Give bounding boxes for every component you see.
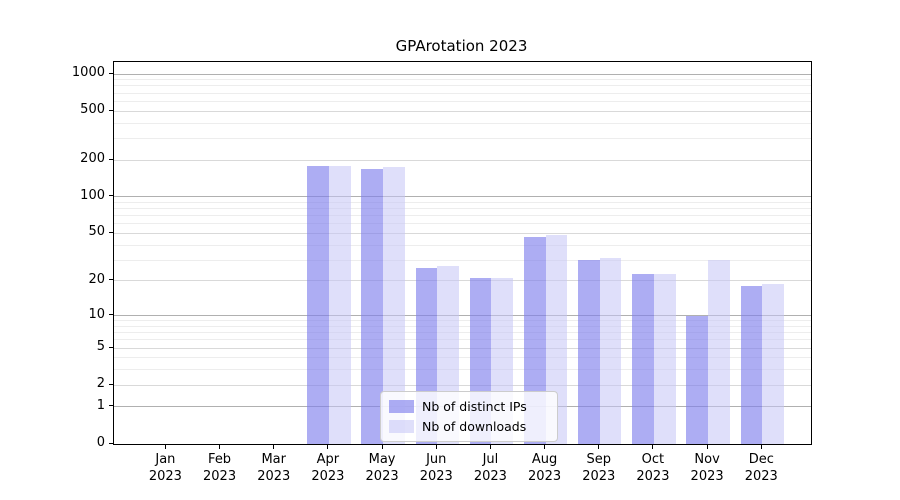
gridline — [114, 110, 811, 112]
y-tick-label: 20 — [88, 271, 105, 287]
gridline — [114, 85, 811, 87]
x-tick-label: Nov 2023 — [690, 452, 724, 484]
bar-downloads — [708, 260, 730, 444]
gridline — [114, 339, 811, 341]
gridline — [114, 259, 811, 261]
y-tick-mark — [109, 383, 113, 385]
gridline — [114, 73, 811, 75]
y-tick-label: 10 — [88, 306, 105, 322]
gridline — [114, 244, 811, 246]
x-tick-label: Oct 2023 — [636, 452, 670, 484]
x-tick-label: Jun 2023 — [419, 452, 453, 484]
x-tick-mark — [435, 445, 437, 449]
y-tick-mark — [109, 314, 113, 316]
y-tick-mark — [109, 279, 113, 281]
gridline — [114, 137, 811, 139]
chart-title: GPArotation 2023 — [395, 37, 528, 55]
bar-downloads — [383, 167, 405, 444]
gridline — [114, 196, 811, 198]
legend-label-distinct-ips: Nb of distinct IPs — [422, 398, 527, 414]
gridline — [114, 232, 811, 234]
bar-downloads — [762, 283, 784, 444]
bar-downloads — [599, 258, 622, 444]
gridline — [114, 369, 811, 371]
gridline — [114, 208, 811, 210]
x-tick-mark — [598, 445, 600, 449]
x-tick-label: Aug 2023 — [528, 452, 562, 484]
y-tick-label: 200 — [80, 151, 105, 167]
gridline — [114, 159, 811, 161]
gridline — [114, 92, 811, 94]
legend-swatch-distinct-ips — [389, 399, 414, 413]
x-tick-mark — [219, 445, 221, 449]
x-tick-mark — [164, 445, 166, 449]
x-tick-mark — [760, 445, 762, 449]
y-tick-mark — [109, 231, 113, 233]
x-tick-mark — [327, 445, 329, 449]
gridline — [114, 320, 811, 322]
y-tick-label: 1 — [96, 397, 105, 413]
bar-distinct-ips — [578, 260, 600, 444]
x-tick-label: Apr 2023 — [311, 452, 345, 484]
y-tick-label: 0 — [96, 435, 105, 450]
gridline — [114, 79, 811, 81]
x-tick-label: Feb 2023 — [203, 452, 237, 484]
bar-distinct-ips — [307, 165, 329, 444]
x-tick-label: Mar 2023 — [257, 452, 291, 484]
bar-downloads — [328, 165, 351, 444]
y-tick-label: 50 — [88, 224, 105, 240]
legend-item-distinct-ips: Nb of distinct IPs — [389, 396, 549, 416]
y-tick-mark — [109, 158, 113, 160]
x-tick-mark — [706, 445, 708, 449]
legend-label-downloads: Nb of downloads — [422, 418, 527, 434]
plot-area: Nb of distinct IPs Nb of downloads — [113, 61, 812, 445]
bar-distinct-ips — [632, 273, 654, 444]
y-tick-mark — [109, 405, 113, 407]
gridline — [114, 215, 811, 217]
y-tick-label: 2 — [96, 376, 105, 392]
x-tick-mark — [544, 445, 546, 449]
bar-distinct-ips — [361, 169, 384, 444]
x-tick-mark — [381, 445, 383, 449]
y-tick-mark — [109, 346, 113, 348]
y-tick-label: 500 — [80, 102, 105, 118]
x-tick-label: Jul 2023 — [473, 452, 507, 484]
gridline — [114, 280, 811, 282]
x-tick-mark — [489, 445, 491, 449]
gridline — [114, 223, 811, 225]
legend-swatch-downloads — [389, 419, 414, 433]
gridline — [114, 201, 811, 203]
x-tick-label: Dec 2023 — [744, 452, 778, 484]
gridline — [114, 347, 811, 349]
bar-distinct-ips — [686, 315, 709, 444]
bar-distinct-ips — [740, 286, 763, 444]
x-tick-label: Sep 2023 — [582, 452, 616, 484]
gridline — [114, 384, 811, 386]
gridline — [114, 100, 811, 102]
x-tick-label: May 2023 — [365, 452, 399, 484]
gridline — [114, 315, 811, 317]
y-tick-mark — [109, 109, 113, 111]
y-tick-label: 1000 — [71, 65, 105, 81]
y-tick-mark — [109, 195, 113, 197]
x-tick-label: Jan 2023 — [148, 452, 182, 484]
y-tick-label: 5 — [96, 339, 105, 355]
bar-downloads — [653, 273, 676, 444]
y-tick-label: 100 — [80, 187, 105, 203]
gridline — [114, 122, 811, 124]
x-tick-mark — [273, 445, 275, 449]
gridline — [114, 325, 811, 327]
legend-item-downloads: Nb of downloads — [389, 416, 549, 436]
y-tick-mark — [109, 442, 113, 444]
legend: Nb of distinct IPs Nb of downloads — [380, 391, 558, 442]
gridline — [114, 332, 811, 334]
gridline — [114, 357, 811, 359]
y-tick-mark — [109, 72, 113, 74]
x-tick-mark — [652, 445, 654, 449]
